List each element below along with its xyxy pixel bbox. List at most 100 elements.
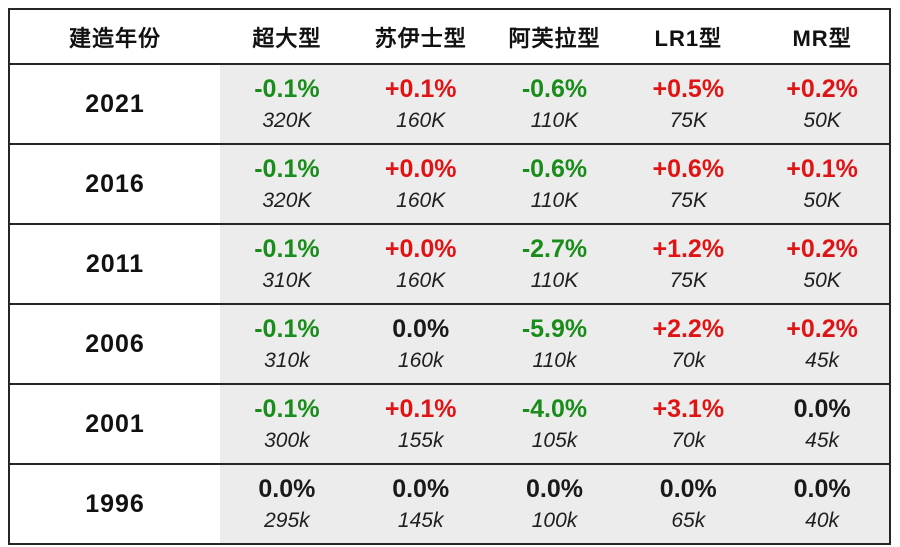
pct-change-value: +0.2% — [786, 75, 858, 104]
data-cell: +0.1% 160K — [353, 65, 488, 143]
dwt-size-value: 70k — [671, 428, 706, 452]
dwt-size-value: 75K — [669, 188, 707, 212]
dwt-size-value: 105k — [531, 428, 578, 452]
pct-change-value: -0.1% — [254, 315, 320, 344]
data-cell: -2.7% 110K — [487, 225, 622, 303]
dwt-size-value: 75K — [669, 268, 707, 292]
dwt-size-value: 160K — [396, 268, 446, 292]
data-cell: 0.0% 160k — [353, 305, 488, 383]
dwt-size-value: 110K — [530, 108, 579, 132]
dwt-size-value: 310k — [264, 348, 310, 372]
pct-change-value: +0.5% — [652, 75, 725, 104]
pct-change-value: -4.0% — [521, 395, 588, 424]
data-cell: 0.0% 45k — [755, 385, 889, 463]
dwt-size-value: 320K — [262, 188, 312, 212]
table-row: 2011 -0.1% 310K +0.0% 160K -2.7% 110K +1.2% 75K +… — [10, 223, 889, 303]
data-cell: -0.6% 110K — [487, 65, 622, 143]
data-cell: 0.0% 100k — [487, 465, 622, 543]
pct-change-value: 0.0% — [659, 475, 717, 504]
pct-change-value: -5.9% — [521, 315, 588, 344]
dwt-size-value: 160k — [397, 348, 444, 372]
data-cell: 0.0% 40k — [755, 465, 889, 543]
pct-change-value: +0.0% — [384, 155, 457, 184]
data-cell: 0.0% 145k — [353, 465, 488, 543]
dwt-size-value: 160K — [396, 108, 446, 132]
dwt-size-value: 45k — [805, 348, 840, 372]
table-row: 2016 -0.1% 320K +0.0% 160K -0.6% 110K +0.6% 75K +… — [10, 143, 889, 223]
pct-change-value: +0.1% — [384, 75, 457, 104]
dwt-size-value: 110K — [530, 268, 579, 292]
pct-change-value: 0.0% — [793, 395, 851, 424]
pct-change-value: +2.2% — [652, 315, 725, 344]
pct-change-value: +0.1% — [786, 155, 858, 184]
pct-change-value: +0.2% — [786, 315, 858, 344]
dwt-size-value: 40k — [805, 508, 840, 532]
data-cell: 0.0% 295k — [220, 465, 354, 543]
data-cell: -0.1% 310K — [220, 225, 354, 303]
data-cell: +0.2% 50K — [755, 65, 889, 143]
dwt-size-value: 50K — [803, 268, 841, 292]
dwt-size-value: 75K — [669, 108, 707, 132]
dwt-size-value: 160K — [396, 188, 446, 212]
dwt-size-value: 50K — [803, 188, 841, 212]
pct-change-value: +0.0% — [384, 235, 457, 264]
dwt-size-value: 110k — [532, 348, 577, 372]
dwt-size-value: 155k — [397, 428, 444, 452]
pct-change-value: -0.6% — [521, 155, 588, 184]
year-cell: 2011 — [10, 225, 220, 303]
dwt-size-value: 100k — [531, 508, 578, 532]
pct-change-value: 0.0% — [392, 475, 450, 504]
dwt-size-value: 45k — [805, 428, 840, 452]
dwt-size-value: 70k — [671, 348, 706, 372]
data-cell: -0.1% 300k — [220, 385, 354, 463]
data-cell: 0.0% 65k — [621, 465, 756, 543]
table-row: 1996 0.0% 295k 0.0% 145k 0.0% 100k 0.0% 65k 0.0% 4… — [10, 463, 889, 543]
pct-change-value: +0.1% — [384, 395, 457, 424]
data-cell: -0.6% 110K — [487, 145, 622, 223]
data-cell: +0.5% 75K — [621, 65, 756, 143]
pct-change-value: 0.0% — [526, 475, 583, 504]
pct-change-value: -0.1% — [254, 235, 320, 264]
header-vlcc: 超大型 — [220, 10, 354, 63]
year-cell: 2006 — [10, 305, 220, 383]
header-mr: MR型 — [755, 10, 889, 63]
dwt-size-value: 295k — [264, 508, 310, 532]
dwt-size-value: 145k — [397, 508, 444, 532]
year-cell: 2021 — [10, 65, 220, 143]
header-lr1: LR1型 — [621, 10, 756, 63]
table-header-row: 建造年份 超大型 苏伊士型 阿芙拉型 LR1型 MR型 — [10, 10, 889, 63]
data-cell: -5.9% 110k — [487, 305, 622, 383]
pct-change-value: 0.0% — [392, 315, 450, 344]
pct-change-value: +1.2% — [652, 235, 725, 264]
data-cell: +0.1% 155k — [353, 385, 488, 463]
data-cell: +0.1% 50K — [755, 145, 889, 223]
data-cell: -0.1% 320K — [220, 65, 354, 143]
data-cell: +0.0% 160K — [353, 225, 488, 303]
data-cell: +0.0% 160K — [353, 145, 488, 223]
data-cell: +3.1% 70k — [621, 385, 756, 463]
data-cell: +0.2% 45k — [755, 305, 889, 383]
pct-change-value: -0.6% — [521, 75, 588, 104]
dwt-size-value: 300k — [264, 428, 310, 452]
pct-change-value: -0.1% — [254, 155, 320, 184]
data-cell: -0.1% 310k — [220, 305, 354, 383]
data-cell: +1.2% 75K — [621, 225, 756, 303]
dwt-size-value: 50K — [803, 108, 841, 132]
dwt-size-value: 320K — [262, 108, 312, 132]
data-cell: +2.2% 70k — [621, 305, 756, 383]
dwt-size-value: 110K — [530, 188, 579, 212]
header-aframax: 阿芙拉型 — [487, 10, 622, 63]
year-cell: 2001 — [10, 385, 220, 463]
year-cell: 1996 — [10, 465, 220, 543]
data-cell: +0.2% 50K — [755, 225, 889, 303]
table-row: 2001 -0.1% 300k +0.1% 155k -4.0% 105k +3.1% 70k 0… — [10, 383, 889, 463]
data-cell: -4.0% 105k — [487, 385, 622, 463]
pct-change-value: -0.1% — [254, 395, 320, 424]
table-row: 2006 -0.1% 310k 0.0% 160k -5.9% 110k +2.2% 70k +0… — [10, 303, 889, 383]
pct-change-value: +0.6% — [652, 155, 725, 184]
vessel-age-table: 建造年份 超大型 苏伊士型 阿芙拉型 LR1型 MR型 2021 -0.1% 320… — [8, 8, 891, 545]
data-cell: -0.1% 320K — [220, 145, 354, 223]
pct-change-value: +0.2% — [786, 235, 858, 264]
pct-change-value: -0.1% — [254, 75, 320, 104]
